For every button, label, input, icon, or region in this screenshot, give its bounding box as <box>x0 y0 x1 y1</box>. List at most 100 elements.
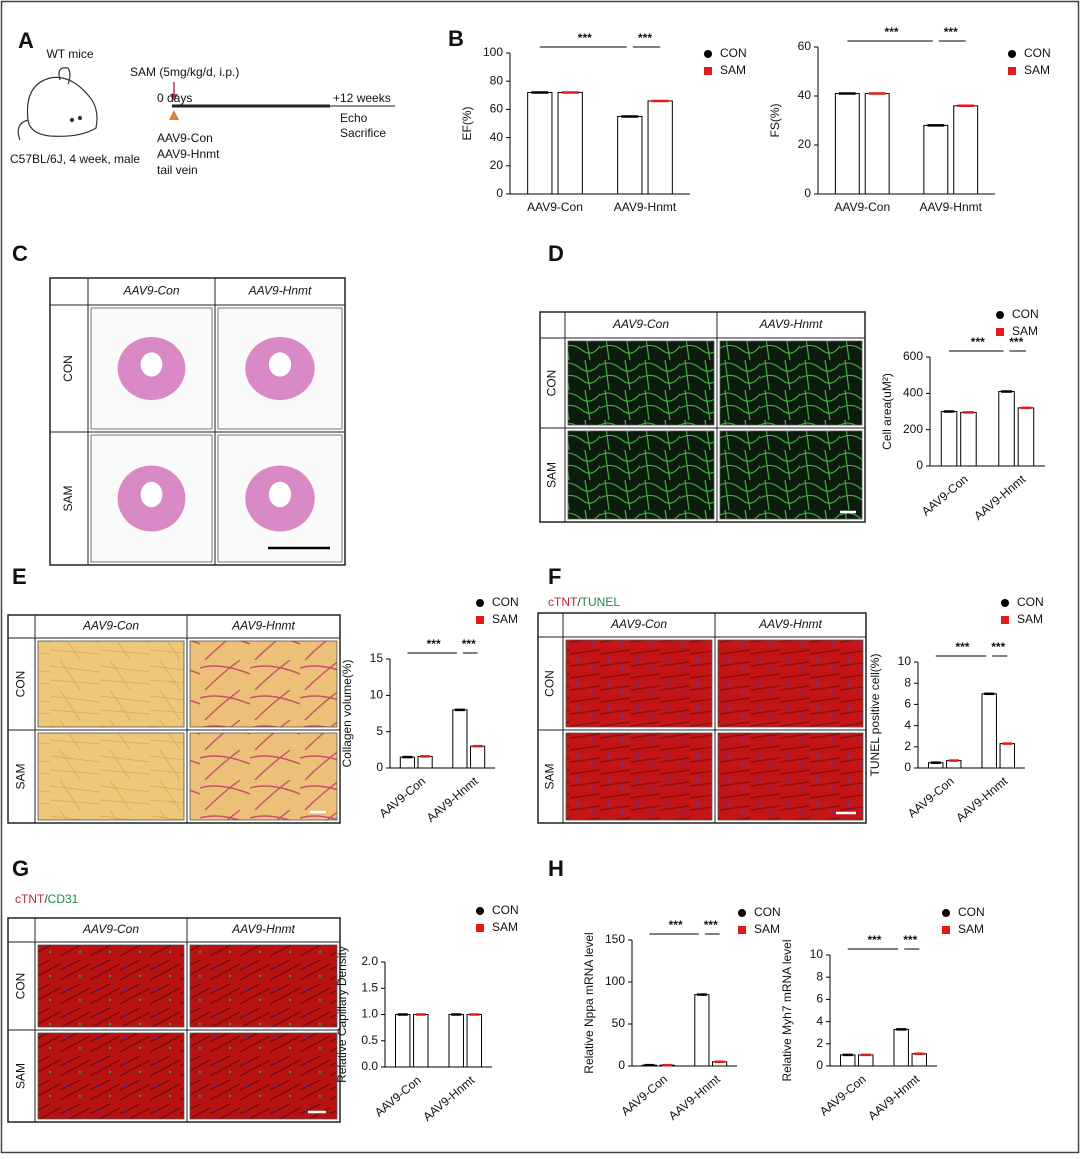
arrow <box>170 94 178 101</box>
significance-label: *** <box>578 31 592 45</box>
legend-marker <box>996 311 1004 319</box>
legend-label: CON <box>1017 595 1044 609</box>
y-tick-label: 0.0 <box>361 1059 378 1073</box>
y-tick-label: 200 <box>903 422 923 436</box>
x-tick-label: AAV9-Hnmt <box>971 472 1028 523</box>
legend-label: SAM <box>492 612 518 626</box>
y-tick-label: 1.0 <box>361 1007 378 1021</box>
y-tick-label: 20 <box>798 137 812 151</box>
y-tick-label: 60 <box>798 39 812 53</box>
legend-label: SAM <box>754 922 780 936</box>
panel-label: E <box>12 564 27 589</box>
micrograph <box>719 430 863 520</box>
timeline-start: 0 days <box>157 91 192 105</box>
legend-marker <box>1008 67 1016 75</box>
bar <box>864 93 890 195</box>
row-header: CON <box>543 670 557 697</box>
panel-label: H <box>548 856 564 881</box>
legend-marker <box>476 907 484 915</box>
y-axis-label: Relative Myh7 mRNA level <box>780 939 794 1081</box>
bar <box>893 1028 909 1067</box>
panel-label: B <box>448 26 464 51</box>
endpoint: Sacrifice <box>340 126 386 140</box>
y-tick-label: 10 <box>898 654 912 668</box>
legend-label: CON <box>754 905 781 919</box>
significance-label: *** <box>638 31 652 45</box>
bar <box>858 1054 874 1067</box>
image-grid <box>49 277 346 566</box>
strain-label: C57BL/6J, 4 week, male <box>10 152 140 166</box>
panel-label: F <box>548 564 561 589</box>
y-tick-label: 100 <box>605 974 625 988</box>
legend-label: SAM <box>492 920 518 934</box>
injection-label: tail vein <box>157 163 198 177</box>
y-tick-label: 20 <box>490 158 504 172</box>
micrograph <box>719 340 863 426</box>
image-grid <box>7 917 341 1123</box>
bar <box>940 411 958 467</box>
bar <box>923 124 949 195</box>
legend-marker <box>738 926 746 934</box>
column-header: AAV9-Hnmt <box>231 922 295 936</box>
legend-marker <box>476 616 484 624</box>
y-tick-label: 15 <box>370 651 384 665</box>
significance-label: *** <box>955 640 969 654</box>
legend-label: CON <box>492 903 519 917</box>
legend-marker <box>1008 50 1016 58</box>
micrograph <box>189 640 338 728</box>
row-header: SAM <box>14 763 28 789</box>
y-axis-label: Relative Nppa mRNA level <box>582 932 596 1073</box>
row-header: CON <box>61 355 75 382</box>
bar <box>981 693 997 769</box>
y-tick-label: 2.0 <box>361 954 378 968</box>
bar <box>399 756 415 769</box>
column-header: AAV9-Con <box>122 284 179 298</box>
y-tick-label: 2 <box>816 1036 823 1050</box>
significance-label: *** <box>971 335 985 349</box>
bar <box>911 1053 928 1067</box>
y-tick-label: 0 <box>804 186 811 200</box>
x-tick-label: AAV9-Con <box>618 1072 670 1119</box>
timeline-end: +12 weeks <box>333 91 391 105</box>
y-tick-label: 600 <box>903 349 923 363</box>
stain-part: CD31 <box>48 892 79 906</box>
micrograph <box>37 944 185 1028</box>
x-tick-label: AAV9-Con <box>372 1073 424 1120</box>
y-tick-label: 80 <box>490 73 504 87</box>
bar <box>839 1054 856 1067</box>
y-tick-label: 10 <box>810 947 824 961</box>
x-tick-label: AAV9-Hnmt <box>953 774 1010 825</box>
panel-label: G <box>12 856 29 881</box>
y-tick-label: 4 <box>816 1014 823 1028</box>
panel-label: C <box>12 241 28 266</box>
bar <box>470 745 486 769</box>
y-tick-label: 10 <box>370 688 384 702</box>
bar <box>998 391 1015 467</box>
bar <box>1017 407 1035 467</box>
significance-label: *** <box>944 25 958 39</box>
bar <box>417 755 433 769</box>
y-tick-label: 100 <box>483 45 503 59</box>
y-axis-label: Cell area(uM²) <box>880 373 894 450</box>
micrograph <box>565 732 713 821</box>
heart-lumen <box>268 481 292 508</box>
y-tick-label: 8 <box>904 675 911 689</box>
significance-label: *** <box>704 918 718 932</box>
bar <box>647 100 673 195</box>
row-header: SAM <box>14 1063 28 1089</box>
y-tick-label: 5 <box>376 724 383 738</box>
column-header: AAV9-Con <box>82 922 139 936</box>
x-tick-label: AAV9-Con <box>834 200 890 214</box>
significance-label: *** <box>867 933 881 947</box>
stain-label: cTNT/TUNEL <box>548 595 620 609</box>
micrograph <box>567 430 715 520</box>
y-tick-label: 400 <box>903 386 923 400</box>
bar <box>448 1014 464 1068</box>
micrograph <box>717 639 864 728</box>
y-tick-label: 40 <box>490 130 504 144</box>
legend-label: CON <box>958 905 985 919</box>
micrograph <box>37 640 185 728</box>
micrograph <box>189 732 338 821</box>
x-tick-label: AAV9-Con <box>905 774 957 821</box>
